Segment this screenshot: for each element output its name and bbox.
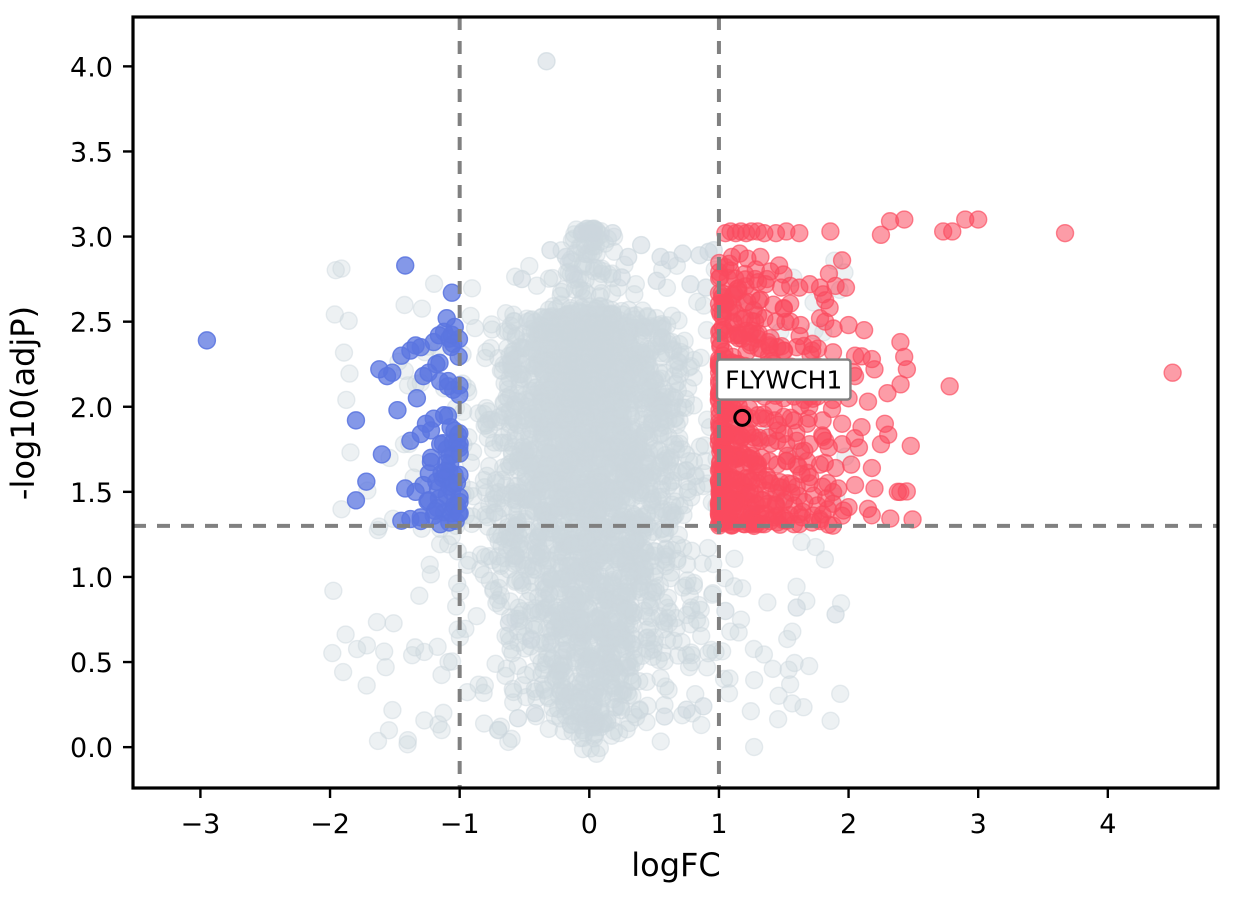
y-tick-label: 4.0 [70, 52, 113, 83]
axis-spines [131, 15, 1220, 790]
y-tick-label: 1.0 [70, 563, 113, 594]
highlighted-gene-marker[interactable] [733, 408, 752, 427]
x-tick-label: −2 [310, 809, 350, 840]
gene-label-box[interactable] [715, 358, 852, 401]
y-tick-label: 2.0 [70, 393, 113, 424]
x-tick-label: 2 [840, 809, 857, 840]
y-tick-label: 1.5 [70, 478, 113, 509]
axes-frame [131, 15, 1220, 790]
gene-annotation-group[interactable]: FLYWCH1 [715, 358, 852, 427]
y-axis-ticks: 0.0 0.5 1.0 1.5 2.0 2.5 3.0 3.5 4.0 [70, 52, 133, 764]
x-tick-label: 3 [970, 809, 987, 840]
y-tick-label: 0.5 [70, 648, 113, 679]
x-tick-label: 1 [710, 809, 727, 840]
gene-label-text: FLYWCH1 [725, 366, 842, 395]
scatter-points-nonsignificant [323, 52, 855, 764]
threshold-lines-group [133, 17, 1218, 788]
y-tick-label: 2.5 [70, 308, 113, 339]
scatter-points-downregulated [197, 256, 469, 534]
x-tick-label: −1 [440, 809, 480, 840]
y-tick-label: 0.0 [70, 733, 113, 764]
x-axis-ticks: −3 −2 −1 0 1 2 3 4 [181, 788, 1116, 840]
y-tick-label: 3.0 [70, 223, 113, 254]
x-tick-label: 4 [1099, 809, 1116, 840]
x-tick-label: −3 [181, 809, 221, 840]
y-tick-label: 3.5 [70, 137, 113, 168]
x-tick-label: 0 [581, 809, 598, 840]
y-axis-title: -log10(adjP) [4, 306, 42, 500]
x-axis-title: logFC [631, 846, 721, 884]
